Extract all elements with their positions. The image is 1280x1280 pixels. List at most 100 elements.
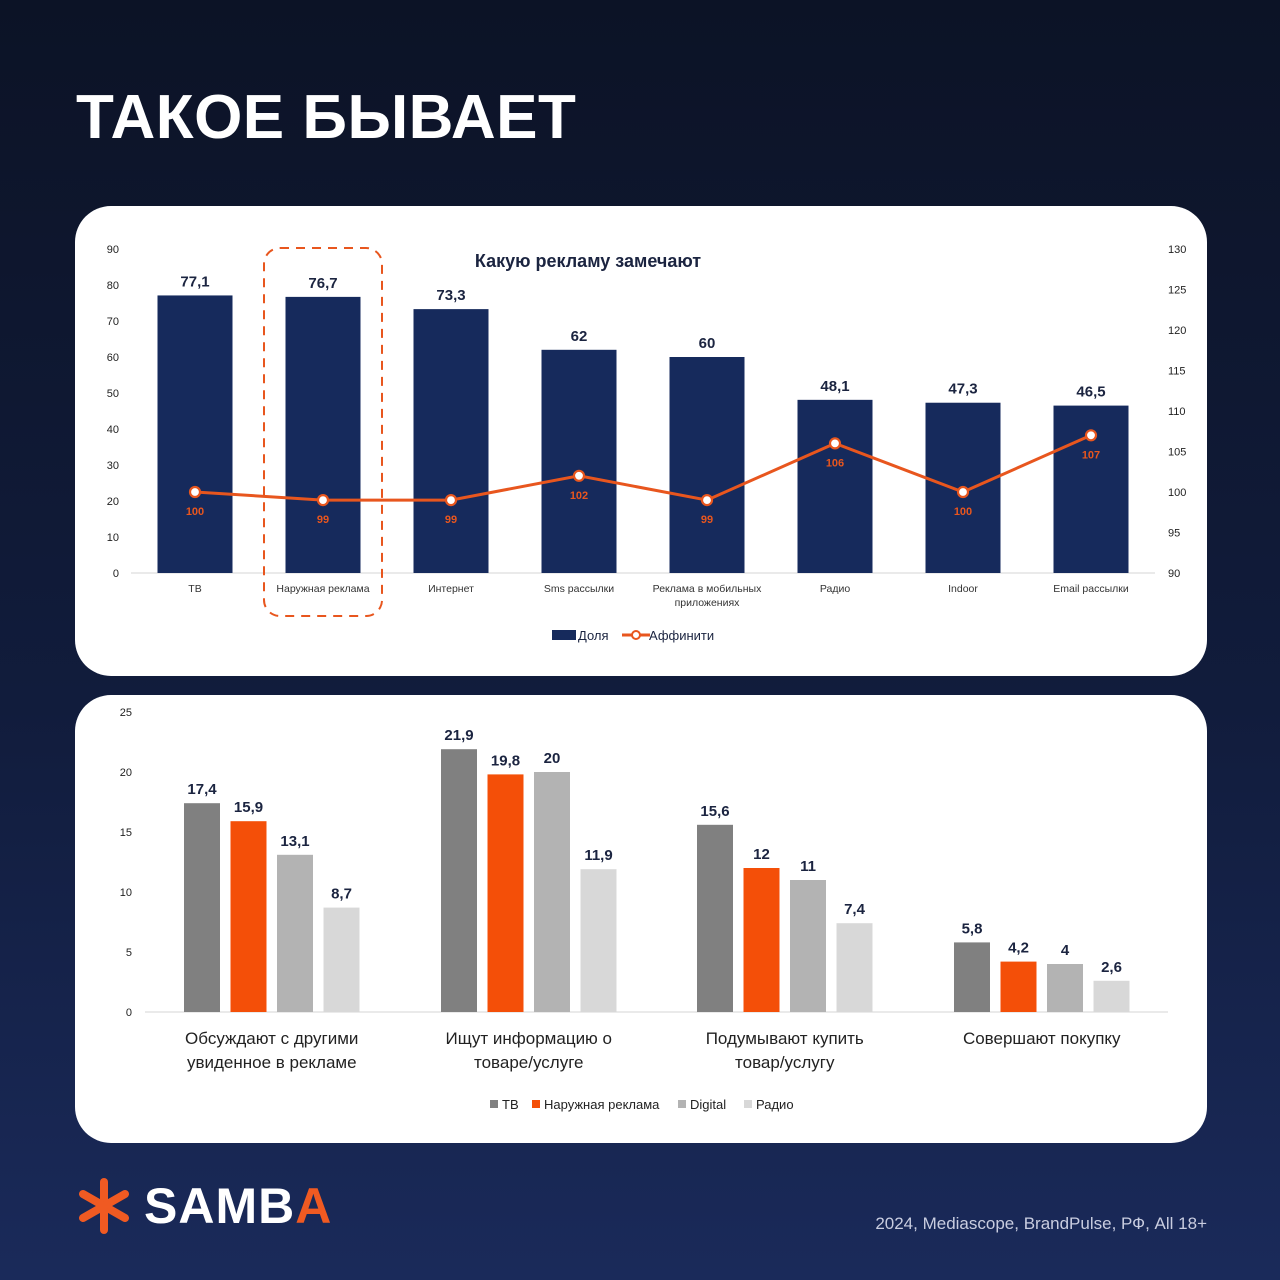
affinity-point-5: [700, 494, 714, 507]
bar-group2-series4: [580, 869, 617, 1012]
affinity-line: [194, 433, 1092, 502]
y-left-tick-label: 80: [107, 280, 119, 292]
bar-value-label: 17,4: [187, 781, 217, 798]
bar-group4-series3: [1047, 964, 1083, 1012]
bar-group2-series3: [534, 772, 570, 1012]
bar-value-label: 77,1: [180, 273, 209, 290]
x-tick-label: Indoor: [948, 583, 978, 595]
source-note: 2024, Mediascope, BrandPulse, РФ, All 18…: [875, 1214, 1207, 1233]
bar-value-label: 11: [800, 858, 816, 875]
y-left-tick-label: 20: [107, 496, 119, 508]
bar-value-label: 20: [544, 750, 561, 767]
legend-label-3: Digital: [690, 1097, 726, 1112]
affinity-point-2: [316, 494, 330, 507]
bar-group3-series3: [790, 880, 826, 1012]
affinity-value-label: 102: [570, 490, 588, 502]
bar-value-label: 62: [571, 328, 588, 345]
bar-value-label: 47,3: [948, 381, 977, 398]
bar-3: [413, 309, 489, 573]
y-left-tick-label: 0: [113, 568, 119, 580]
bar-1: [157, 295, 233, 573]
legend-label-4: Радио: [756, 1097, 794, 1112]
chart-card-actions: 0 5 10 15 20 25 17,4 21,9 15,6 5,8 15,9 19,8 12 4,2 13…: [75, 695, 1207, 1143]
x-tick-label: товар/услугу: [735, 1053, 835, 1072]
bar-value-label: 46,5: [1076, 384, 1105, 401]
y-tick-label: 25: [120, 707, 132, 719]
page-title: ТАКОЕ БЫВАЕТ: [76, 83, 577, 152]
samba-logo: SAMBA: [76, 1178, 332, 1234]
legend-swatch-4: [744, 1100, 752, 1108]
affinity-value-label: 99: [701, 514, 713, 526]
bar-group3-series1: [697, 824, 733, 1012]
legend-swatch-1: [490, 1100, 498, 1108]
legend-label-2: Наружная реклама: [544, 1097, 660, 1112]
bar-group1-series1: [184, 803, 220, 1012]
bar-4: [541, 349, 617, 573]
bar-group1-series4: [323, 907, 360, 1012]
y-tick-label: 15: [120, 827, 132, 839]
y-left-tick-label: 30: [107, 460, 119, 472]
y-right-tick-label: 105: [1168, 447, 1186, 459]
legend-marker-affinity: [631, 630, 641, 640]
x-tick-label: Ищут информацию о: [446, 1029, 613, 1048]
noticed-ads-chart: 0 10 20 30 40 50 60 70 80 90 90 95 100 105 110 115 120 12…: [107, 244, 1187, 643]
affinity-point-4: [572, 469, 586, 482]
y-tick-label: 10: [120, 887, 132, 899]
y-tick-label: 0: [126, 1007, 132, 1019]
bar-value-label: 12: [753, 846, 770, 863]
bar-group2-series1: [441, 749, 477, 1012]
actions-chart: 0 5 10 15 20 25 17,4 21,9 15,6 5,8 15,9 19,8 12 4,2 13…: [120, 707, 1168, 1112]
affinity-value-label: 99: [445, 514, 457, 526]
affinity-value-label: 100: [954, 506, 972, 518]
bar-group3-series4: [836, 923, 873, 1012]
bar-6: [797, 399, 873, 573]
affinity-value-label: 106: [826, 457, 844, 469]
y-left-tick-label: 70: [107, 316, 119, 328]
x-tick-label: Подумывают купить: [706, 1029, 864, 1048]
y-right-tick-label: 115: [1168, 366, 1186, 378]
bar-value-label: 5,8: [962, 920, 983, 937]
affinity-point-3: [444, 494, 458, 507]
bar-group1-series3: [277, 854, 313, 1012]
legend-label-1: ТВ: [502, 1097, 519, 1112]
y-right-tick-label: 100: [1168, 487, 1186, 499]
y-tick-label: 20: [120, 767, 132, 779]
bar-group4-series2: [1000, 961, 1037, 1012]
bar-value-label: 13,1: [280, 833, 309, 850]
x-tick-label: приложениях: [675, 597, 741, 609]
y-right-tick-label: 125: [1168, 285, 1186, 297]
affinity-point-8: [1084, 429, 1098, 442]
legend-label-affinity: Аффинити: [649, 628, 714, 643]
bar-group1-series2: [230, 821, 267, 1012]
affinity-point-7: [956, 485, 970, 499]
affinity-point-6: [828, 437, 842, 450]
affinity-point-1: [188, 485, 202, 499]
bar-value-label: 15,9: [234, 799, 263, 816]
bar-value-label: 76,7: [308, 275, 337, 292]
bar-group4-series4: [1093, 980, 1130, 1012]
bar-group2-series2: [487, 774, 524, 1012]
affinity-value-label: 100: [186, 506, 204, 518]
bar-value-label: 73,3: [436, 287, 465, 304]
bar-value-label: 11,9: [584, 847, 612, 864]
affinity-value-label: 107: [1082, 449, 1100, 461]
x-tick-label: товаре/услуге: [474, 1053, 584, 1072]
x-tick-label: Реклама в мобильных: [653, 583, 762, 595]
chart-title: Какую рекламу замечают: [475, 251, 701, 271]
brand-name: SAMBA: [144, 1178, 333, 1234]
y-left-tick-label: 50: [107, 388, 119, 400]
affinity-value-label: 99: [317, 514, 329, 526]
bar-value-label: 48,1: [820, 378, 849, 395]
y-left-tick-label: 90: [107, 244, 119, 256]
x-tick-label: Совершают покупку: [963, 1029, 1121, 1048]
bar-5: [669, 357, 745, 573]
chart-card-noticed-ads: 0 10 20 30 40 50 60 70 80 90 90 95 100 105 110 115 120 12…: [75, 206, 1207, 676]
bar-value-label: 4: [1061, 942, 1070, 959]
x-tick-label: ТВ: [188, 583, 201, 595]
legend-swatch-2: [532, 1100, 540, 1108]
x-tick-label: Email рассылки: [1053, 583, 1129, 595]
y-tick-label: 5: [126, 947, 132, 959]
bar-group4-series1: [954, 942, 990, 1012]
y-right-tick-label: 110: [1168, 406, 1186, 418]
asterisk-icon: [79, 1178, 129, 1234]
